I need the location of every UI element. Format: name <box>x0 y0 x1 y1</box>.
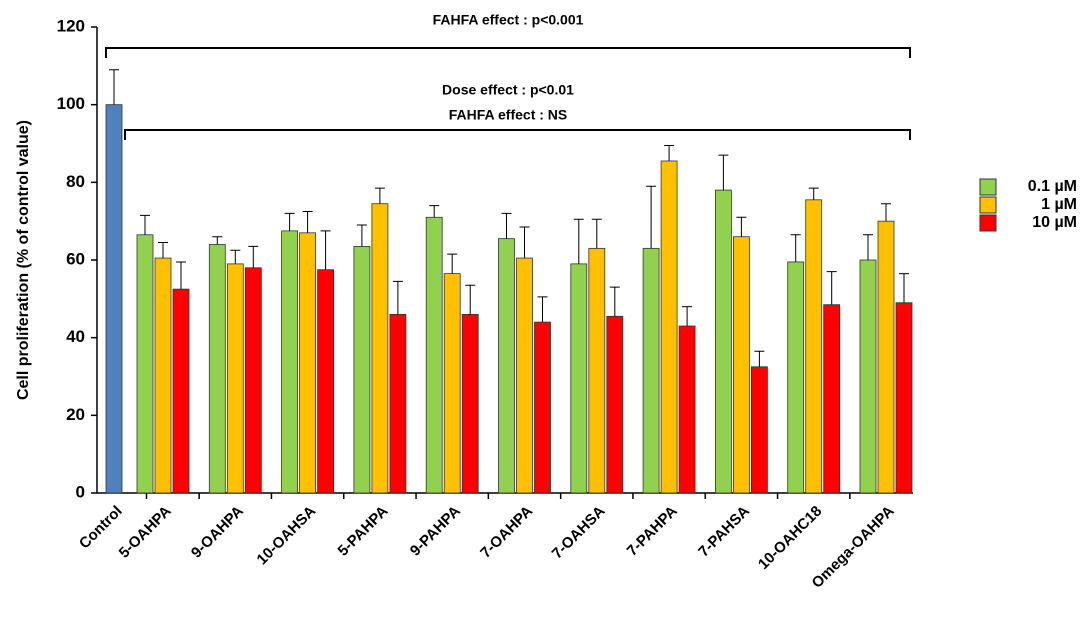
error-bar <box>573 218 584 264</box>
error-bar <box>465 284 476 315</box>
y-tick-label: 60 <box>66 249 85 268</box>
bar <box>317 269 335 494</box>
error-bar <box>176 261 186 290</box>
bar <box>154 257 172 494</box>
error-bar <box>501 212 512 239</box>
y-tick-label: 120 <box>57 16 85 35</box>
legend-label: 0.1 µM <box>1028 178 1077 195</box>
error-bar <box>609 286 620 317</box>
x-tick-label: 5-OAHPA <box>116 503 175 562</box>
bar <box>105 104 123 494</box>
y-tick-label: 20 <box>66 405 85 424</box>
bar <box>660 160 678 494</box>
bar <box>299 232 317 494</box>
error-bar <box>790 234 801 262</box>
error-bar <box>682 306 693 327</box>
error-bar <box>248 245 259 268</box>
error-bar <box>230 249 241 264</box>
error-bar <box>320 230 331 270</box>
bar <box>715 189 732 494</box>
bar <box>787 261 805 494</box>
error-bar <box>899 273 909 303</box>
error-bar <box>519 226 530 259</box>
x-tick-label: 7-PAHSA <box>695 502 753 560</box>
annotation: FAHFA effect : p<0.001 <box>433 12 584 28</box>
error-bar <box>591 218 602 249</box>
legend-label: 1 µM <box>1041 196 1077 213</box>
x-tick-label: 10-OAHC18 <box>755 503 825 573</box>
error-bar <box>718 154 729 191</box>
error-bar <box>646 185 657 249</box>
legend-swatch <box>979 196 997 214</box>
bar <box>678 325 696 494</box>
bar <box>136 234 154 494</box>
error-bar <box>284 212 295 231</box>
bar <box>244 267 262 494</box>
error-bar <box>429 205 440 218</box>
y-tick-label: 0 <box>76 482 85 501</box>
bar <box>516 257 533 494</box>
annotation: FAHFA effect : NS <box>449 107 568 123</box>
error-bar <box>537 296 548 323</box>
legend-label: 10 µM <box>1032 214 1077 231</box>
x-tick-label: 7-PAHPA <box>624 503 681 560</box>
x-tick-label: Control <box>76 503 126 553</box>
bar <box>805 199 823 494</box>
error-bar <box>302 210 313 233</box>
bar <box>461 313 479 494</box>
bar <box>443 273 461 494</box>
error-bar <box>392 280 403 315</box>
bar <box>281 230 299 494</box>
error-bar <box>447 253 458 274</box>
y-axis-label: Cell proliferation (% of control value) <box>15 120 32 400</box>
error-bar <box>356 224 367 247</box>
bar <box>588 247 606 494</box>
bar <box>895 302 913 494</box>
y-tick-label: 40 <box>66 327 85 346</box>
error-bar <box>140 214 150 235</box>
y-tick-label: 100 <box>57 94 85 113</box>
error-bar <box>212 236 223 245</box>
bar <box>877 220 895 494</box>
error-bar <box>736 216 747 237</box>
bar <box>425 216 443 494</box>
error-bar <box>109 69 119 105</box>
bar <box>172 288 190 494</box>
bar <box>859 259 877 494</box>
bar <box>371 203 389 494</box>
error-bar <box>754 350 765 367</box>
x-tick-label: 9-OAHPA <box>188 503 247 562</box>
annotation: Dose effect : p<0.01 <box>442 82 574 98</box>
x-tick-label: 7-OAHPA <box>477 503 536 562</box>
bar <box>389 313 407 494</box>
bar <box>208 244 226 494</box>
bar <box>226 263 244 494</box>
x-tick-label: 9-PAHPA <box>407 503 464 560</box>
error-bar <box>158 242 168 259</box>
legend-swatch <box>979 178 997 196</box>
error-bar <box>826 271 837 305</box>
bracket <box>105 47 911 58</box>
legend-swatch <box>979 214 997 232</box>
bar <box>570 263 588 494</box>
x-tick-label: 10-OAHSA <box>254 503 320 569</box>
bar <box>733 236 750 494</box>
error-bar <box>374 187 385 204</box>
bar <box>534 321 551 494</box>
error-bar <box>808 187 819 200</box>
bar <box>751 366 768 494</box>
x-tick-label: 7-OAHSA <box>549 503 609 563</box>
bracket <box>124 129 911 140</box>
bar <box>823 304 841 494</box>
error-bar <box>863 234 873 260</box>
bar <box>606 315 624 494</box>
x-tick-label: 5-PAHPA <box>335 503 392 560</box>
error-bar <box>664 144 675 161</box>
error-bar <box>881 203 891 222</box>
y-tick-label: 80 <box>66 172 85 191</box>
bar <box>642 247 660 494</box>
bar <box>498 238 515 494</box>
bar <box>353 246 371 494</box>
